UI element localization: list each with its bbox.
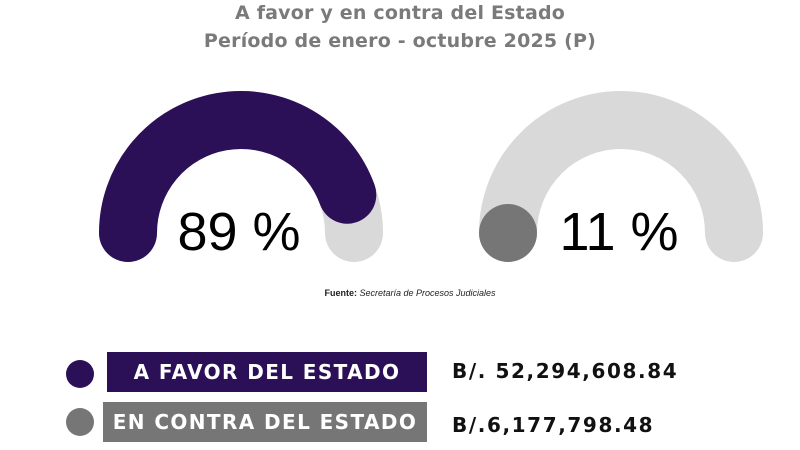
source-text: Secretaría de Procesos Judiciales [359,288,496,298]
gauge-value-arc-favor [99,91,377,262]
chart-subtitle: Período de enero - octubre 2025 (P) [203,30,597,52]
source-note: Fuente: Secretaría de Procesos Judiciale… [0,288,800,298]
gauge-value-arc-contra [479,204,537,262]
legend-value-contra: B/.6,177,798.48 [452,413,655,437]
gauges-chart: 89 % 11 % [99,91,763,262]
legend-label-favor: A FAVOR DEL ESTADO [107,352,427,392]
source-label: Fuente: [324,288,357,298]
chart-title: A favor y en contra del Estado [234,2,566,24]
gauge-percent-label-favor: 89 % [177,202,300,262]
gauge-percent-label-contra: 11 % [559,202,678,262]
legend-label-contra: EN CONTRA DEL ESTADO [103,402,427,442]
legend-value-favor: B/. 52,294,608.84 [452,359,679,383]
legend-dot-favor [66,360,94,388]
gauge-track-contra [479,91,763,262]
legend-dot-contra [66,408,94,436]
